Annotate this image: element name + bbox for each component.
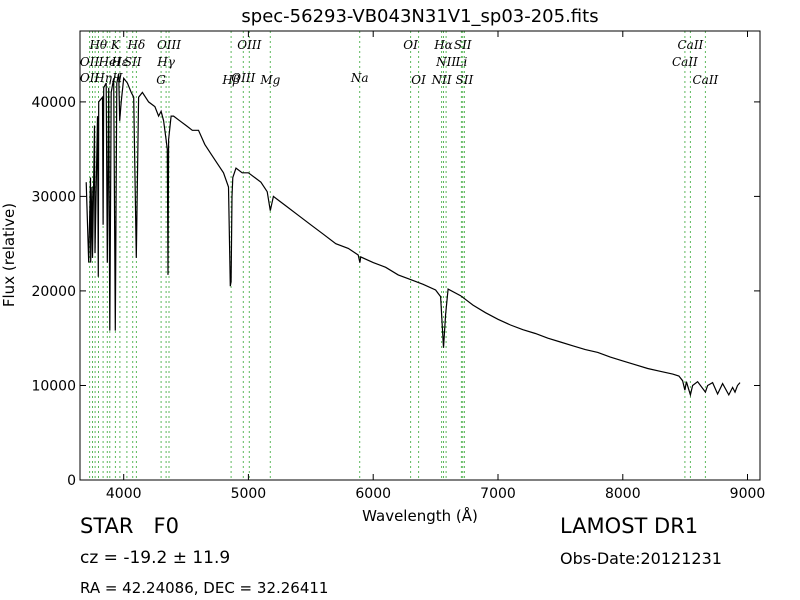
spectral-line-label: K xyxy=(110,38,121,52)
x-tick-label: 4000 xyxy=(106,486,142,502)
y-tick-label: 10000 xyxy=(31,379,76,395)
object-type: STAR F0 xyxy=(80,514,179,538)
spectral-line-label: Li xyxy=(454,55,467,69)
x-axis-label: Wavelength (Å) xyxy=(362,506,478,525)
spectral-line-label: Hε xyxy=(110,55,128,69)
spectral-line-label: OIII xyxy=(237,38,261,52)
observation-date: Obs-Date:20121231 xyxy=(560,549,722,568)
spectral-line-label: Hγ xyxy=(156,55,175,69)
y-tick-label: 30000 xyxy=(31,189,76,205)
x-tick-label: 8000 xyxy=(605,486,641,502)
spectral-line-markers xyxy=(89,31,706,480)
y-tick-label: 40000 xyxy=(31,95,76,111)
coordinates: RA = 42.24086, DEC = 32.26411 xyxy=(80,579,329,597)
object-type-label: STAR xyxy=(80,514,134,538)
spectral-line-label: OI xyxy=(403,38,418,52)
chart-title: spec-56293-VB043N31V1_sp03-205.fits xyxy=(241,6,598,27)
spectral-line-label: CaII xyxy=(692,73,718,87)
spectral-line-label: Hδ xyxy=(127,38,146,52)
redshift-cz: cz = -19.2 ± 11.9 xyxy=(80,548,231,568)
spectral-line-label: OIII xyxy=(157,38,181,52)
spectral-line-label: CaII xyxy=(672,55,698,69)
spectral-line-label: OII xyxy=(80,55,100,69)
spectral-line-label: NII xyxy=(431,73,452,87)
spectral-line-label: Hβ xyxy=(221,73,239,87)
y-tick-label: 20000 xyxy=(31,284,76,300)
spectral-line-label: NII xyxy=(435,55,456,69)
spectrum-line xyxy=(85,73,741,398)
spectral-line-label: OII xyxy=(80,71,100,85)
spectral-line-label: SII xyxy=(124,55,142,69)
spectral-line-label: OI xyxy=(411,73,426,87)
x-tick-label: 7000 xyxy=(480,486,516,502)
x-tick-label: 5000 xyxy=(231,486,267,502)
spectral-line-label: Hη xyxy=(93,71,112,85)
spectral-line-label: SII xyxy=(456,73,474,87)
spectral-line-label: SII xyxy=(454,38,472,52)
x-tick-label: 9000 xyxy=(730,486,766,502)
survey-name: LAMOST DR1 xyxy=(560,514,699,538)
spectral-line-label: G xyxy=(156,73,166,87)
spectral-subclass: F0 xyxy=(153,514,179,538)
spectral-line-label: OIII xyxy=(231,71,255,85)
spectral-line-label: Na xyxy=(350,71,369,85)
spectral-line-label: CaII xyxy=(677,38,703,52)
plot-frame xyxy=(79,30,761,481)
y-tick-label: 0 xyxy=(67,473,76,489)
x-axis-ticks: 4000 5000 6000 7000 8000 9000 xyxy=(106,31,765,502)
y-axis-ticks: 0 10000 20000 30000 40000 xyxy=(31,95,760,489)
spectral-line-label: Hθ xyxy=(88,38,107,52)
spectral-line-label: HeI xyxy=(98,55,122,69)
y-axis-label: Flux (relative) xyxy=(0,203,18,307)
x-tick-label: 6000 xyxy=(355,486,391,502)
spectral-line-label: Hα xyxy=(433,38,453,52)
spectral-line-label: Mg xyxy=(259,73,280,87)
